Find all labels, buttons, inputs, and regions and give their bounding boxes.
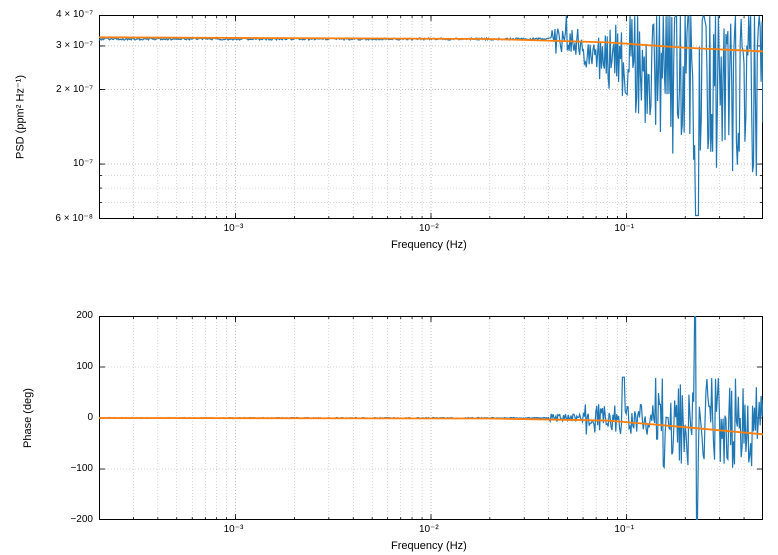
phase-xlabel: Frequency (Hz) <box>391 540 467 552</box>
y-tick-label: 4 × 10⁻⁷ <box>56 9 93 20</box>
phase-plot <box>99 316 763 520</box>
y-tick-label: −200 <box>70 514 93 525</box>
x-tick-label: 10⁻³ <box>224 223 244 234</box>
x-tick-label: 10⁻¹ <box>614 524 634 535</box>
y-tick-label: 6 × 10⁻⁸ <box>55 213 93 224</box>
y-tick-label: 3 × 10⁻⁷ <box>56 40 93 51</box>
y-tick-label: 200 <box>76 310 93 321</box>
x-tick-label: 10⁻² <box>419 524 439 535</box>
y-tick-label: 0 <box>87 412 93 423</box>
x-tick-label: 10⁻¹ <box>614 223 634 234</box>
psd-ylabel: PSD (ppm² Hz⁻¹) <box>14 75 27 159</box>
phase-panel <box>99 316 763 520</box>
psd-plot <box>99 15 763 219</box>
y-tick-label: 10⁻⁷ <box>73 158 93 169</box>
phase-ylabel: Phase (deg) <box>22 388 34 448</box>
figure: PSD (ppm² Hz⁻¹) Frequency (Hz) Phase (de… <box>0 0 778 555</box>
y-tick-label: 100 <box>76 361 93 372</box>
y-tick-label: 2 × 10⁻⁷ <box>56 84 93 95</box>
y-tick-label: −100 <box>70 463 93 474</box>
x-tick-label: 10⁻² <box>419 223 439 234</box>
psd-panel <box>99 15 763 219</box>
x-tick-label: 10⁻³ <box>224 524 244 535</box>
psd-xlabel: Frequency (Hz) <box>391 239 467 251</box>
